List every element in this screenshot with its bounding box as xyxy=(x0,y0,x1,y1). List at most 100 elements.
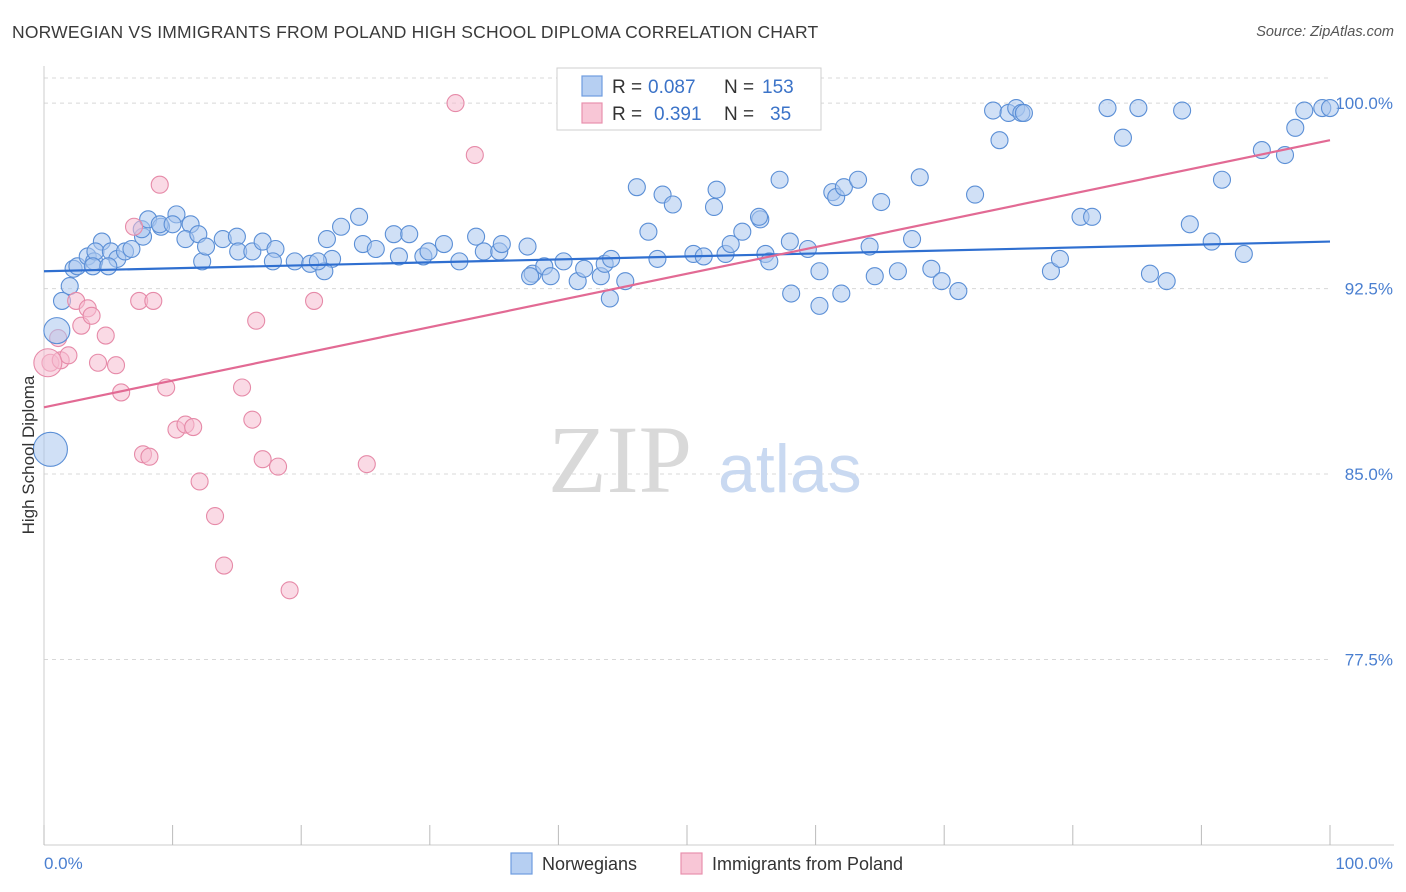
y-axis-label: High School Diploma xyxy=(19,375,38,534)
point-norwegians-77 xyxy=(721,235,740,254)
point-poland-24 xyxy=(214,556,234,575)
point-poland-17 xyxy=(150,175,169,194)
point-norwegians-104 xyxy=(984,101,1003,120)
point-norwegians-83 xyxy=(770,170,789,189)
point-norwegians-78 xyxy=(733,222,752,241)
point-norwegians-96 xyxy=(872,192,891,212)
stats-n-label-1: N = xyxy=(724,77,754,98)
point-norwegians-69 xyxy=(639,222,658,241)
point-poland-21 xyxy=(184,418,203,437)
point-poland-28 xyxy=(253,450,272,469)
point-poland-15 xyxy=(140,447,159,466)
legend-label-norwegians: Norwegians xyxy=(542,854,637,874)
stats-r-label-1: R = xyxy=(612,77,642,98)
point-norwegians-32 xyxy=(263,252,282,271)
point-norwegians-84 xyxy=(780,232,799,251)
stats-box: R = 0.087 N = 153 R = 0.391 N = 35 xyxy=(556,67,822,131)
points-layer xyxy=(32,94,1340,600)
point-norwegians-39 xyxy=(332,217,351,236)
stats-n-value-1: 153 xyxy=(762,77,794,98)
legend-swatch-norwegians xyxy=(510,852,533,875)
point-norwegians-40 xyxy=(350,207,369,226)
point-norwegians-88 xyxy=(810,262,829,281)
point-norwegians-80 xyxy=(749,207,769,226)
point-norwegians-100 xyxy=(922,259,941,278)
point-norwegians-99 xyxy=(910,168,929,187)
stats-r-value-1: 0.087 xyxy=(648,77,696,98)
point-poland-27 xyxy=(247,311,266,330)
point-norwegians-53 xyxy=(492,235,511,254)
point-norwegians-110 xyxy=(1041,262,1060,281)
point-norwegians-48 xyxy=(434,235,453,254)
point-norwegians-120 xyxy=(1180,215,1199,234)
watermark-zip: ZIP xyxy=(548,406,692,513)
point-norwegians-117 xyxy=(1140,264,1160,283)
point-norwegians-101 xyxy=(932,272,951,291)
point-norwegians-118 xyxy=(1157,272,1176,291)
point-norwegians-114 xyxy=(1098,98,1117,118)
point-poland-12 xyxy=(124,217,144,236)
point-norwegians-91 xyxy=(832,284,851,303)
point-poland-25 xyxy=(232,378,252,397)
point-norwegians-93 xyxy=(848,170,868,189)
point-poland-32 xyxy=(357,455,376,474)
point-norwegians-127 xyxy=(1295,101,1314,120)
stats-swatch-pink xyxy=(581,102,603,124)
trendline-norwegians xyxy=(43,240,1331,273)
point-norwegians-42 xyxy=(366,239,385,259)
point-norwegians-51 xyxy=(474,242,493,261)
point-norwegians-47 xyxy=(419,242,438,261)
point-norwegians-33 xyxy=(285,252,304,271)
point-norwegians-97 xyxy=(888,262,907,281)
y-tick-label-0: 77.5% xyxy=(1345,651,1393,670)
point-poland-34 xyxy=(465,145,484,165)
point-norwegians-116 xyxy=(1129,98,1148,118)
x-tick-label-0: 0.0% xyxy=(44,854,83,873)
point-norwegians-56 xyxy=(521,267,540,286)
point-norwegians-38 xyxy=(317,230,336,249)
point-norwegians-37 xyxy=(308,252,327,271)
legend: Norwegians Immigrants from Poland xyxy=(510,852,903,875)
legend-label-poland: Immigrants from Poland xyxy=(712,854,903,874)
axes-layer: 77.5% 85.0% 92.5% 100.0% 0.0% 100.0% xyxy=(43,66,1394,873)
stats-n-value-2: 35 xyxy=(770,104,791,125)
point-poland-29 xyxy=(269,457,288,476)
point-norwegians-95 xyxy=(865,267,884,286)
point-poland-22 xyxy=(190,472,209,491)
point-norwegians-50 xyxy=(467,227,486,246)
chart-title: NORWEGIAN VS IMMIGRANTS FROM POLAND HIGH… xyxy=(12,22,819,42)
point-norwegians-58 xyxy=(541,267,560,286)
point-poland-16 xyxy=(144,291,163,310)
point-norwegians-59 xyxy=(554,252,573,271)
source-label: Source: ZipAtlas.com xyxy=(1256,24,1394,40)
point-norwegians-105 xyxy=(990,131,1009,150)
point-norwegians-74 xyxy=(707,180,726,199)
point-norwegians-13 xyxy=(122,239,141,259)
point-norwegians-45 xyxy=(400,225,419,244)
trendline-poland xyxy=(43,139,1331,409)
point-norwegians-44 xyxy=(384,225,403,244)
point-norwegians-92 xyxy=(834,178,853,197)
point-poland-3 xyxy=(59,346,78,365)
point-norwegians-large-2 xyxy=(43,317,71,345)
point-norwegians-54 xyxy=(518,237,537,256)
point-norwegians-25 xyxy=(196,237,216,256)
point-norwegians-111 xyxy=(1050,249,1069,268)
point-norwegians-68 xyxy=(648,249,667,268)
y-tick-label-1: 85.0% xyxy=(1345,465,1393,484)
watermark-atlas: atlas xyxy=(718,431,862,507)
point-norwegians-20 xyxy=(163,215,182,234)
point-norwegians-123 xyxy=(1234,244,1253,263)
stats-swatch-blue xyxy=(581,75,603,97)
watermark: ZIP atlas xyxy=(548,406,862,513)
point-norwegians-7 xyxy=(86,242,105,261)
point-norwegians-113 xyxy=(1083,207,1102,226)
x-tick-label-1: 100.0% xyxy=(1335,854,1393,873)
point-norwegians-large-1 xyxy=(32,431,68,467)
point-norwegians-75 xyxy=(704,197,724,217)
y-tick-label-3: 100.0% xyxy=(1335,94,1393,113)
point-poland-33 xyxy=(446,94,465,113)
point-norwegians-98 xyxy=(902,230,922,249)
point-norwegians-12 xyxy=(99,257,118,276)
